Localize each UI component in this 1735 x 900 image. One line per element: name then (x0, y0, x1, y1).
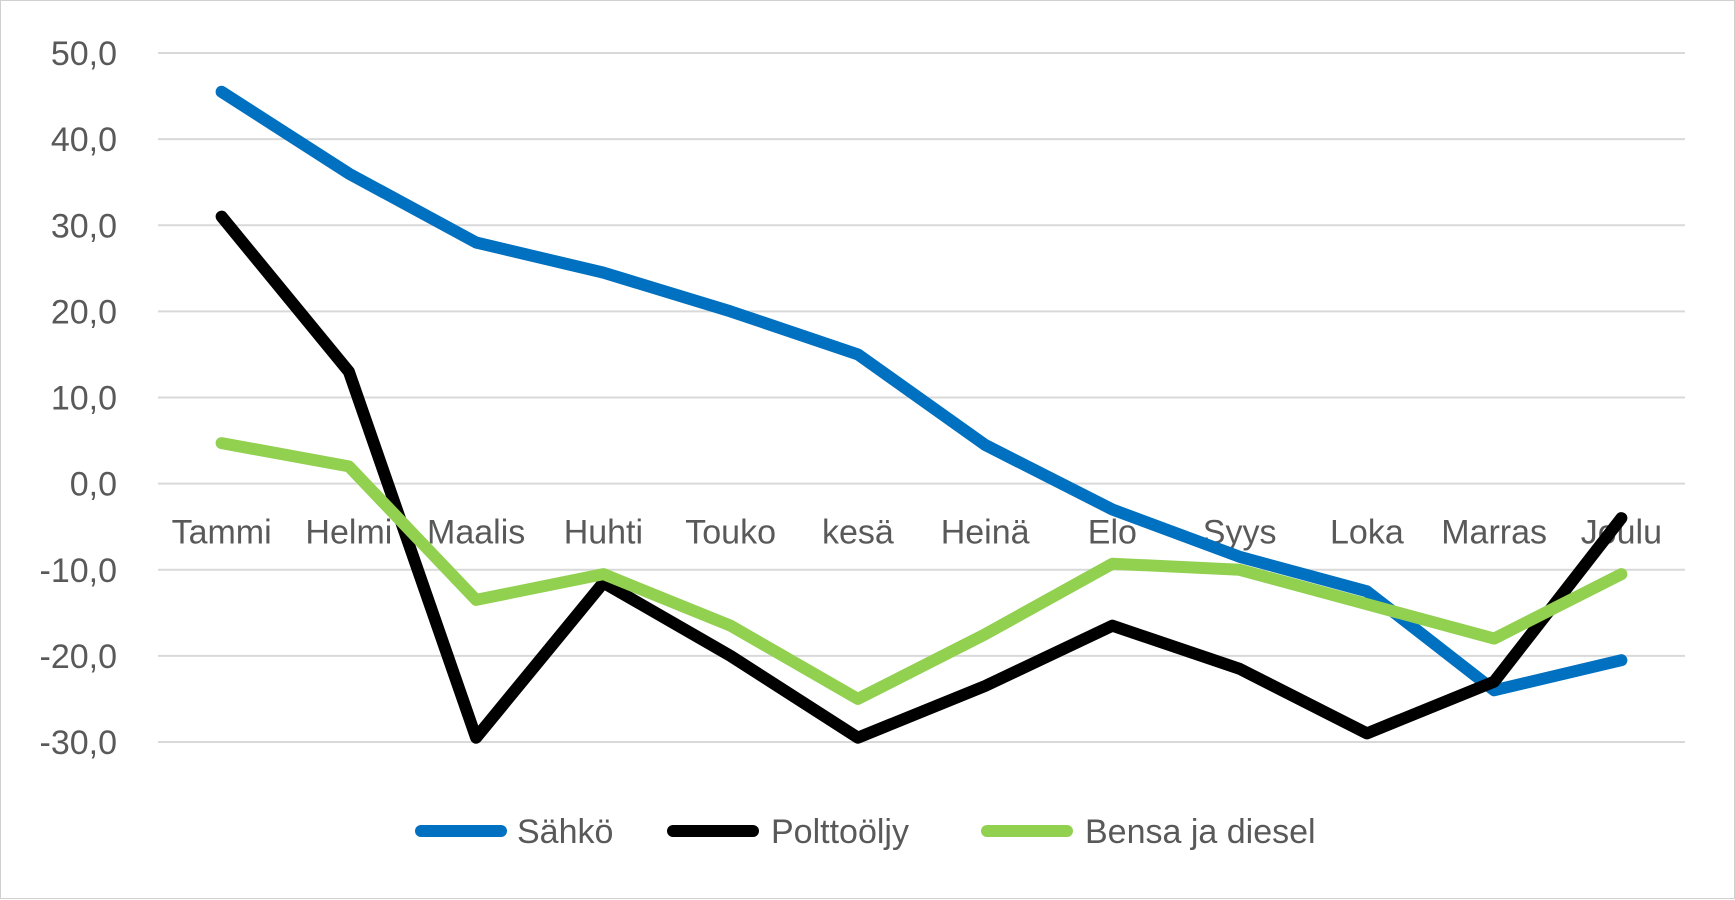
legend: Sähkö Polttoöljy Bensa ja diesel (415, 813, 1316, 851)
series-line-3 (215, 437, 1628, 705)
y-tick-label: -30,0 (40, 724, 118, 762)
x-tick-label: Maalis (427, 514, 525, 552)
x-tick-label: Marras (1441, 514, 1547, 552)
x-tick-label: Tammi (172, 514, 272, 552)
y-tick-label: 50,0 (51, 35, 117, 73)
y-axis-tick-labels: 50,0 40,0 30,0 20,0 10,0 0,0 -10,0 -20,0 -30,0 (40, 35, 118, 762)
y-tick-label: -10,0 (40, 552, 118, 590)
y-tick-label: 0,0 (70, 466, 117, 504)
legend-label: Bensa ja diesel (1085, 813, 1316, 851)
y-tick-label: -20,0 (40, 638, 118, 676)
x-tick-label: kesä (822, 514, 894, 552)
series-lines (215, 85, 1628, 744)
x-axis-tick-labels: Tammi Helmi Maalis Huhti Touko kesä Heinä Elo Sy… (172, 514, 1662, 552)
y-tick-label: 10,0 (51, 380, 117, 418)
legend-label: Sähkö (517, 813, 613, 851)
y-tick-label: 20,0 (51, 293, 117, 331)
x-tick-label: Helmi (305, 514, 392, 552)
x-tick-label: Touko (685, 514, 776, 552)
series-line-2 (215, 210, 1628, 744)
x-tick-label: Loka (1330, 514, 1404, 552)
y-tick-label: 40,0 (51, 121, 117, 159)
x-tick-label: Heinä (941, 514, 1030, 552)
legend-label: Polttoöljy (771, 813, 909, 851)
x-tick-label: Huhti (564, 514, 643, 552)
y-tick-label: 30,0 (51, 207, 117, 245)
